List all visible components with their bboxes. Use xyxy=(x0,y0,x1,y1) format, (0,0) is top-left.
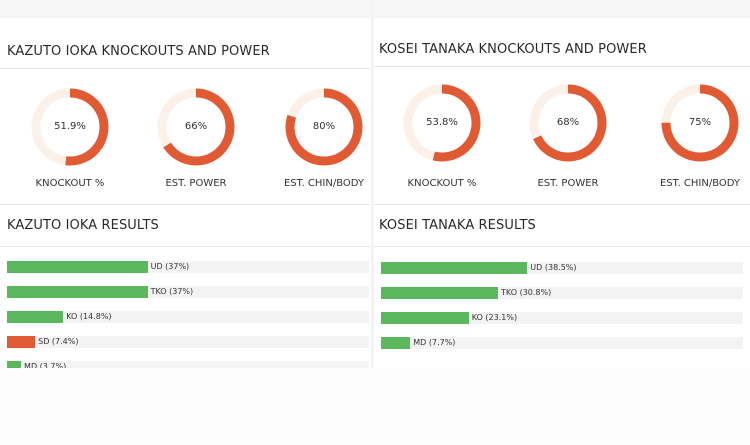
result-bar-label: TKO (37%) xyxy=(150,287,194,296)
donut-slice xyxy=(285,88,363,166)
kosei-power-title: KOSEI TANAKA KNOCKOUTS AND POWER xyxy=(379,42,647,57)
result-bar xyxy=(381,312,469,324)
result-bar-row: UD (37%) xyxy=(7,261,369,273)
donut-chart: 80% xyxy=(283,86,365,168)
result-bar-label: KO (14.8%) xyxy=(66,312,112,321)
donut-value-label: 51.9% xyxy=(54,121,86,132)
kazuto-ioka-panel: KAZUTO IOKA KNOCKOUTS AND POWER 51.9% KNO… xyxy=(0,18,370,373)
donut-category-label: EST. POWER xyxy=(165,178,227,189)
donut-value-label: 53.8% xyxy=(426,117,458,128)
result-bar xyxy=(381,262,528,274)
divider-line xyxy=(0,68,370,69)
donut-category-label: EST. CHIN/BODY xyxy=(659,178,741,189)
donut-chart: 75% xyxy=(659,82,741,164)
result-bar-label: KO (23.1%) xyxy=(471,313,518,322)
bar-track xyxy=(381,337,743,349)
bar-track xyxy=(381,312,743,324)
donut-value-label: 68% xyxy=(556,117,580,128)
result-bar-label: TKO (30.8%) xyxy=(501,288,552,297)
donut-category-label: EST. POWER xyxy=(537,178,599,189)
donut-chart: 68% xyxy=(527,82,609,164)
result-bar-row: MD (7.7%) xyxy=(381,337,743,349)
kosei-results-title: KOSEI TANAKA RESULTS xyxy=(379,218,536,233)
bar-track xyxy=(7,311,369,323)
donut-slice xyxy=(403,84,481,162)
divider-line xyxy=(0,204,370,205)
donut-slice xyxy=(661,84,739,162)
result-bar-label: SD (7.4%) xyxy=(38,337,79,346)
result-bar xyxy=(7,286,148,298)
divider-line xyxy=(374,246,750,247)
top-strip xyxy=(0,0,750,18)
result-bar-row: TKO (37%) xyxy=(7,286,369,298)
donut-value-label: 66% xyxy=(184,121,208,132)
result-bar-row: TKO (30.8%) xyxy=(381,287,743,299)
result-bar-label: MD (3.7%) xyxy=(24,362,67,371)
result-bar xyxy=(381,337,411,349)
donut-chart: 51.9% xyxy=(29,86,111,168)
divider-line xyxy=(374,66,750,67)
result-bar-row: KO (23.1%) xyxy=(381,312,743,324)
result-bar xyxy=(7,261,148,273)
bottom-area xyxy=(0,368,750,445)
result-bar-label: MD (7.7%) xyxy=(413,338,456,347)
result-bar xyxy=(7,336,36,348)
donut-category-label: KNOCKOUT % xyxy=(35,178,105,189)
donut-category-label: KNOCKOUT % xyxy=(407,178,477,189)
result-bar xyxy=(381,287,499,299)
result-bar-row: SD (7.4%) xyxy=(7,336,369,348)
divider-line xyxy=(374,204,750,205)
result-bar-label: UD (38.5%) xyxy=(530,263,577,272)
divider-line xyxy=(0,246,370,247)
kazuto-power-title: KAZUTO IOKA KNOCKOUTS AND POWER xyxy=(7,44,270,59)
donut-slice xyxy=(529,84,607,162)
donut-chart: 53.8% xyxy=(401,82,483,164)
panel-divider xyxy=(371,0,374,445)
bar-track xyxy=(7,336,369,348)
donut-value-label: 80% xyxy=(312,121,336,132)
result-bar-row: UD (38.5%) xyxy=(381,262,743,274)
donut-value-label: 75% xyxy=(688,117,712,128)
donut-category-label: EST. CHIN/BODY xyxy=(283,178,365,189)
donut-chart: 66% xyxy=(155,86,237,168)
result-bar-label: UD (37%) xyxy=(150,262,190,271)
kosei-tanaka-panel: KOSEI TANAKA KNOCKOUTS AND POWER 53.8% KN… xyxy=(374,18,750,368)
kazuto-results-title: KAZUTO IOKA RESULTS xyxy=(7,218,159,233)
donut-slice xyxy=(31,88,109,166)
result-bar-row: KO (14.8%) xyxy=(7,311,369,323)
result-bar xyxy=(7,311,64,323)
donut-slice xyxy=(157,88,235,166)
